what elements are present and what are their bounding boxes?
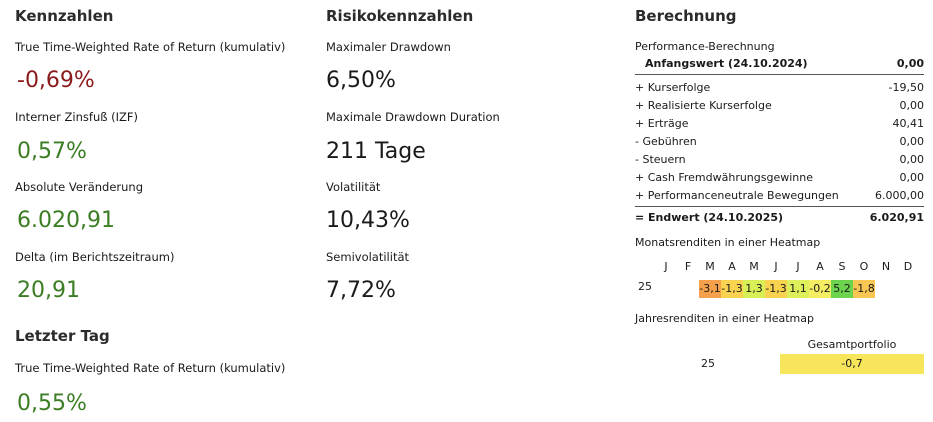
max-drawdown-value: 6,50% xyxy=(326,68,396,93)
letzter-tag-title: Letzter Tag xyxy=(15,327,110,345)
delta-label: Delta (im Berichtszeitraum) xyxy=(15,250,175,264)
performance-calc-subtitle: Performance-Berechnung xyxy=(635,40,775,53)
yearly-heatmap: Gesamtportfolio 25 -0,7 xyxy=(635,336,925,378)
heatmap-cell-jul[interactable]: 1,1 xyxy=(787,280,809,298)
izf-label: Interner Zinsfuß (IZF) xyxy=(15,110,138,124)
heatmap-cell-sep[interactable]: 5,2 xyxy=(831,280,853,298)
month-header-aug: A xyxy=(816,260,824,273)
calc-row-label: - Gebühren xyxy=(635,135,697,148)
calc-row-label: + Performanceneutrale Bewegungen xyxy=(635,189,839,202)
monthly-heatmap-title: Monatsrenditen in einer Heatmap xyxy=(635,236,821,249)
month-header-apr: A xyxy=(728,260,736,273)
absolute-change-value: 6.020,91 xyxy=(17,208,115,233)
calc-row-value: 0,00 xyxy=(899,153,925,166)
yearly-heatmap-title: Jahresrenditen in einer Heatmap xyxy=(635,312,814,325)
end-divider xyxy=(635,206,924,207)
calc-row-value: -19,50 xyxy=(888,81,924,94)
calc-row-value: 6.000,00 xyxy=(875,189,924,202)
semivolatility-label: Semivolatilität xyxy=(326,250,410,264)
end-value-amount: 6.020,91 xyxy=(869,211,924,224)
calc-row-value: 40,41 xyxy=(892,117,925,130)
end-value-label: = Endwert (24.10.2025) xyxy=(635,211,784,224)
month-header-oct: O xyxy=(859,260,869,273)
drawdown-duration-label: Maximale Drawdown Duration xyxy=(326,110,500,124)
calc-row-label: + Kurserfolge xyxy=(635,81,711,94)
calc-row-realisiert: + Realisierte Kurserfolge 0,00 xyxy=(635,97,924,115)
calc-row-label: + Cash Fremdwährungsgewinne xyxy=(635,171,814,184)
absolute-change-label: Absolute Veränderung xyxy=(15,180,144,194)
heatmap-cell-jun[interactable]: -1,3 xyxy=(765,280,787,298)
monthly-heatmap: J F M A M J J A S O N D 25 -3,1 -1,3 1,3… xyxy=(635,260,925,300)
volatility-value: 10,43% xyxy=(326,208,410,233)
berechnung-panel: Berechnung Performance-Berechnung Anfang… xyxy=(635,0,925,422)
calc-row-steuern: - Steuern 0,00 xyxy=(635,151,924,169)
risiko-title: Risikokennzahlen xyxy=(326,7,474,25)
calc-row-fremdwaehrung: + Cash Fremdwährungsgewinne 0,00 xyxy=(635,169,924,187)
heatmap-cell-may[interactable]: 1,3 xyxy=(743,280,765,298)
risiko-panel: Risikokennzahlen Maximaler Drawdown 6,50… xyxy=(326,0,616,422)
izf-value: 0,57% xyxy=(17,139,87,164)
berechnung-title: Berechnung xyxy=(635,7,737,25)
last-day-ttwror-value: 0,55% xyxy=(17,391,87,416)
heatmap-cell-apr[interactable]: -1,3 xyxy=(721,280,743,298)
calc-row-value: 0,00 xyxy=(899,99,925,112)
month-header-jul: J xyxy=(796,260,800,273)
volatility-label: Volatilität xyxy=(326,180,381,194)
calc-row-label: - Steuern xyxy=(635,153,686,166)
month-header-dec: D xyxy=(903,260,913,273)
calc-row-label: + Realisierte Kurserfolge xyxy=(635,99,772,112)
heatmap-cell-aug[interactable]: -0,2 xyxy=(809,280,831,298)
kennzahlen-panel: Kennzahlen True Time-Weighted Rate of Re… xyxy=(15,0,305,422)
month-header-may: M xyxy=(749,260,759,273)
month-header-mar: M xyxy=(705,260,715,273)
ttwror-value: -0,69% xyxy=(17,68,95,93)
heatmap-cell-oct[interactable]: -1,8 xyxy=(853,280,875,298)
start-value-label: Anfangswert (24.10.2024) xyxy=(645,57,808,70)
calc-row-label: + Erträge xyxy=(635,117,689,130)
start-value-amount: 0,00 xyxy=(896,57,924,70)
month-header-nov: N xyxy=(881,260,891,273)
yearly-heatmap-cell[interactable]: -0,7 xyxy=(780,354,924,374)
end-value-row: = Endwert (24.10.2025) 6.020,91 xyxy=(635,209,924,227)
start-value-row: Anfangswert (24.10.2024) 0,00 xyxy=(635,55,924,73)
month-header-jan: J xyxy=(664,260,668,273)
yearly-column-header: Gesamtportfolio xyxy=(807,338,897,351)
calc-row-value: 0,00 xyxy=(899,171,925,184)
delta-value: 20,91 xyxy=(17,278,80,303)
semivolatility-value: 7,72% xyxy=(326,278,396,303)
ttwror-label: True Time-Weighted Rate of Return (kumul… xyxy=(15,40,286,54)
month-header-jun: J xyxy=(774,260,778,273)
heatmap-cell-mar[interactable]: -3,1 xyxy=(699,280,721,298)
calc-row-ertraege: + Erträge 40,41 xyxy=(635,115,924,133)
calc-row-value: 0,00 xyxy=(899,135,925,148)
kennzahlen-title: Kennzahlen xyxy=(15,7,114,25)
last-day-ttwror-label: True Time-Weighted Rate of Return (kumul… xyxy=(15,361,286,375)
yearly-year-label: 25 xyxy=(701,357,715,370)
monthly-year-label: 25 xyxy=(638,280,652,293)
calc-row-kursgewinne: + Kurserfolge -19,50 xyxy=(635,79,924,97)
calc-row-gebuehren: - Gebühren 0,00 xyxy=(635,133,924,151)
drawdown-duration-value: 211 Tage xyxy=(326,139,426,164)
max-drawdown-label: Maximaler Drawdown xyxy=(326,40,451,54)
start-divider xyxy=(635,74,924,75)
month-header-feb: F xyxy=(684,260,692,273)
month-header-sep: S xyxy=(838,260,846,273)
calc-row-performanceneutral: + Performanceneutrale Bewegungen 6.000,0… xyxy=(635,187,924,205)
